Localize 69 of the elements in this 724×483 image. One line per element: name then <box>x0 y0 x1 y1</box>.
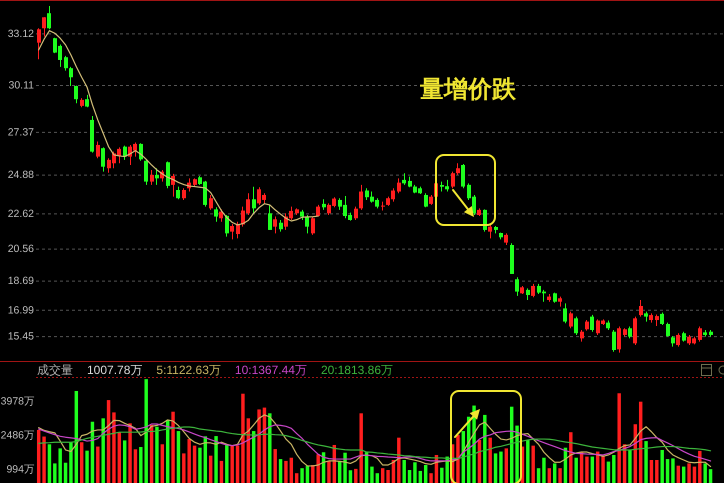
candlestick <box>85 94 89 108</box>
candlestick <box>628 326 632 339</box>
candlestick <box>268 204 272 230</box>
candlestick <box>316 204 320 218</box>
candlestick <box>402 172 406 186</box>
candlestick <box>101 146 105 172</box>
annotation: 量增价跌 <box>420 74 516 103</box>
candlestick <box>612 329 616 352</box>
annotation: 1007.78万 <box>87 363 142 377</box>
candlestick <box>279 219 283 232</box>
candlestick <box>660 312 664 326</box>
title: 成交量 <box>37 363 73 377</box>
candlestick <box>150 169 154 186</box>
candlestick <box>37 28 41 60</box>
candlestick <box>166 161 170 189</box>
candlestick <box>461 163 465 189</box>
candlestick <box>655 314 659 327</box>
candlestick <box>698 326 702 342</box>
candlestick <box>488 224 492 239</box>
candlestick <box>676 332 680 348</box>
candlestick <box>682 331 686 342</box>
candlestick <box>408 176 412 188</box>
candlestick <box>64 55 68 72</box>
candlestick <box>230 223 234 240</box>
candlestick <box>531 283 535 298</box>
candlestick <box>182 188 186 200</box>
candlestick <box>504 232 508 246</box>
candlestick <box>354 206 358 220</box>
candlestick <box>311 216 315 236</box>
candlestick <box>451 171 455 189</box>
candlestick <box>47 5 51 30</box>
candlestick <box>617 326 621 354</box>
candlestick <box>80 98 84 108</box>
candlestick <box>644 311 648 322</box>
candlestick <box>585 320 589 332</box>
candlestick <box>456 162 460 176</box>
candlestick <box>219 208 223 222</box>
candlestick <box>96 141 100 159</box>
candlestick <box>563 302 567 324</box>
candlestick <box>252 186 256 214</box>
candlestick <box>322 198 326 210</box>
candlestick <box>574 316 578 336</box>
candlestick <box>123 145 127 160</box>
candlestick <box>639 299 643 318</box>
candlestick <box>273 216 277 234</box>
candlestick <box>139 142 143 162</box>
candlestick <box>69 66 73 87</box>
candlestick <box>397 178 401 194</box>
candlestick <box>225 214 229 238</box>
candlestick <box>214 206 218 222</box>
candlestick <box>155 168 159 186</box>
candlestick <box>606 320 610 330</box>
candlestick <box>429 194 433 206</box>
candlestick <box>42 16 46 38</box>
candlestick <box>590 314 594 332</box>
candlestick <box>580 329 584 342</box>
candlestick <box>671 335 675 348</box>
candlestick <box>515 276 519 296</box>
candlestick <box>553 292 557 304</box>
candlestick <box>569 311 573 329</box>
candlestick <box>209 194 213 210</box>
candlestick <box>666 322 670 338</box>
candlestick <box>424 192 428 208</box>
candlestick <box>176 186 180 200</box>
candlestick <box>300 209 304 220</box>
candlestick <box>649 312 653 324</box>
candlestick <box>526 288 530 300</box>
candlestick <box>74 85 78 104</box>
candlestick <box>359 184 363 210</box>
